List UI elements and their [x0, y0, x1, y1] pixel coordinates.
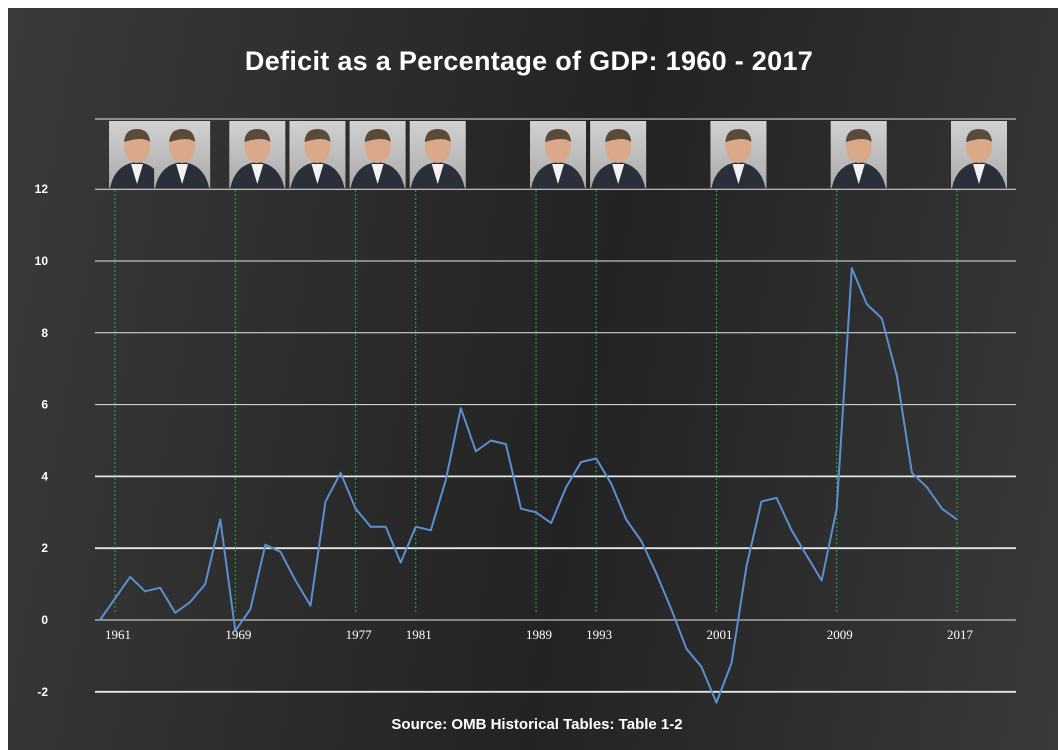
data-point-2015 — [926, 486, 928, 488]
data-point-2017 — [956, 518, 958, 520]
data-point-1960 — [99, 619, 101, 621]
data-point-1967 — [204, 583, 206, 585]
data-point-2002 — [730, 662, 732, 664]
data-point-1978 — [370, 526, 372, 528]
y-tick-label: 2 — [41, 541, 48, 555]
portrait-reagan — [409, 121, 466, 188]
x-tick-label: 2017 — [947, 627, 974, 642]
data-point-1968 — [219, 518, 221, 520]
data-point-2012 — [881, 317, 883, 319]
data-point-1971 — [264, 544, 266, 546]
x-tick-label: 1961 — [105, 627, 131, 642]
data-point-1988 — [520, 508, 522, 510]
chart-source: Source: OMB Historical Tables: Table 1-2 — [391, 716, 683, 733]
x-tick-label: 2001 — [706, 627, 732, 642]
y-tick-label: 4 — [41, 469, 48, 483]
portrait-carter — [349, 121, 406, 188]
y-axis: -2 0 2 4 6 8 10 12 — [35, 182, 49, 699]
y-tick-label: 10 — [35, 254, 49, 268]
data-point-1981 — [415, 526, 417, 528]
portrait-trump — [951, 121, 1007, 188]
portrait-johnson — [154, 121, 211, 188]
data-point-1982 — [430, 529, 432, 531]
y-tick-label: 12 — [35, 182, 49, 196]
series-deficit — [99, 267, 958, 704]
data-point-1975 — [325, 501, 327, 503]
president-portraits — [109, 121, 1007, 188]
data-point-1991 — [565, 486, 567, 488]
x-tick-label: 2009 — [827, 627, 853, 642]
data-point-1984 — [460, 407, 462, 409]
data-point-1987 — [505, 443, 507, 445]
data-point-1974 — [309, 605, 311, 607]
data-point-2008 — [821, 580, 823, 582]
data-point-1995 — [625, 518, 627, 520]
data-point-1966 — [189, 601, 191, 603]
data-point-2007 — [806, 554, 808, 556]
data-point-1997 — [655, 572, 657, 574]
portrait-nixon — [229, 121, 286, 188]
data-point-2014 — [911, 472, 913, 474]
x-tick-label: 1977 — [346, 627, 373, 642]
chart-title: Deficit as a Percentage of GDP: 1960 - 2… — [244, 46, 814, 76]
gridlines — [95, 118, 1016, 693]
portrait-clinton — [590, 121, 647, 188]
x-tick-label: 1981 — [406, 627, 432, 642]
data-point-1973 — [294, 580, 296, 582]
data-point-1980 — [400, 562, 402, 564]
data-point-1999 — [685, 648, 687, 650]
data-point-1992 — [580, 461, 582, 463]
data-point-1965 — [174, 612, 176, 614]
data-point-2011 — [866, 303, 868, 305]
series-line-0 — [99, 267, 958, 704]
data-point-1962 — [129, 576, 131, 578]
data-point-1986 — [490, 440, 492, 442]
x-tick-label: 1989 — [526, 627, 552, 642]
data-point-1985 — [475, 450, 477, 452]
data-point-1993 — [595, 457, 597, 459]
data-point-1996 — [640, 540, 642, 542]
data-point-1964 — [159, 587, 161, 589]
data-point-1977 — [355, 508, 357, 510]
data-point-2016 — [941, 508, 943, 510]
portrait-bush-sr — [530, 121, 587, 188]
administration-markers — [114, 190, 958, 614]
y-tick-label: 6 — [41, 398, 48, 412]
data-point-2004 — [761, 501, 763, 503]
portrait-obama — [830, 121, 887, 188]
y-tick-label: 0 — [41, 613, 48, 627]
data-point-2006 — [791, 529, 793, 531]
data-point-2001 — [715, 702, 717, 704]
data-point-1983 — [445, 479, 447, 481]
x-axis: 1961 1969 1977 1981 1989 1993 2001 2009 2017 — [105, 627, 973, 642]
x-tick-label: 1969 — [225, 627, 251, 642]
data-point-2013 — [896, 375, 898, 377]
data-point-2005 — [776, 497, 778, 499]
data-point-1979 — [385, 526, 387, 528]
data-point-2009 — [836, 508, 838, 510]
data-point-1963 — [144, 590, 146, 592]
data-point-1970 — [249, 608, 251, 610]
data-point-1990 — [550, 522, 552, 524]
data-point-1989 — [535, 511, 537, 513]
portrait-ford — [289, 121, 346, 188]
data-point-1961 — [114, 597, 116, 599]
data-point-2010 — [851, 267, 853, 269]
y-tick-label: -2 — [37, 685, 48, 699]
y-tick-label: 8 — [41, 326, 48, 340]
portrait-bush-jr — [710, 121, 767, 188]
data-point-1998 — [670, 608, 672, 610]
data-point-1972 — [279, 551, 281, 553]
data-point-2003 — [746, 565, 748, 567]
data-point-1994 — [610, 483, 612, 485]
data-point-2000 — [700, 666, 702, 668]
data-point-1976 — [340, 472, 342, 474]
x-tick-label: 1993 — [586, 627, 612, 642]
